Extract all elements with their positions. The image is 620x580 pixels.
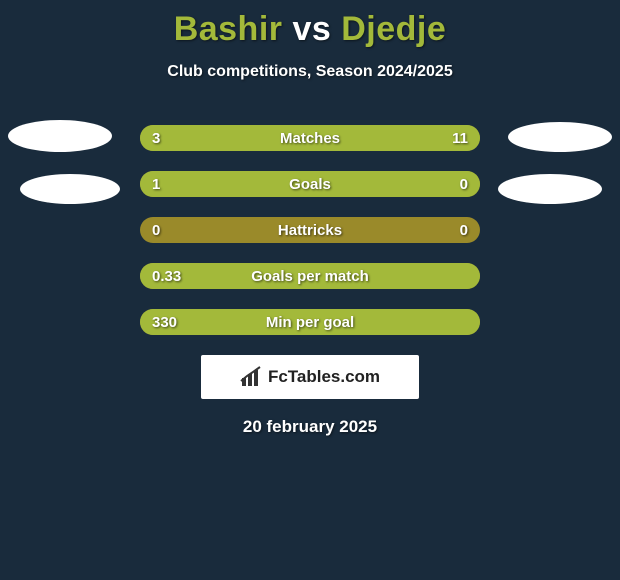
- stat-row: 00Hattricks: [140, 217, 480, 243]
- bar-chart-icon: [240, 366, 264, 388]
- player1-name: Bashir: [174, 10, 283, 48]
- player1-avatar-shape: [8, 120, 112, 152]
- stats-container: 311Matches 10Goals 00Hattricks 0.33Goals pe…: [140, 125, 480, 335]
- fctables-logo: FcTables.com: [201, 355, 419, 399]
- vs-text: vs: [292, 10, 331, 48]
- stat-label: Min per goal: [140, 309, 480, 335]
- stat-row: 311Matches: [140, 125, 480, 151]
- player2-avatar-shape: [498, 174, 602, 204]
- stat-row: 330Min per goal: [140, 309, 480, 335]
- comparison-title: Bashir vs Djedje: [0, 0, 620, 49]
- snapshot-date: 20 february 2025: [0, 417, 620, 437]
- player2-name: Djedje: [341, 10, 446, 48]
- stat-label: Goals: [140, 171, 480, 197]
- player2-avatar-shape: [508, 122, 612, 152]
- stat-label: Hattricks: [140, 217, 480, 243]
- logo-text: FcTables.com: [268, 367, 380, 387]
- stat-label: Matches: [140, 125, 480, 151]
- stat-row: 10Goals: [140, 171, 480, 197]
- stat-label: Goals per match: [140, 263, 480, 289]
- season-subtitle: Club competitions, Season 2024/2025: [0, 63, 620, 81]
- player1-avatar-shape: [20, 174, 120, 204]
- stat-row: 0.33Goals per match: [140, 263, 480, 289]
